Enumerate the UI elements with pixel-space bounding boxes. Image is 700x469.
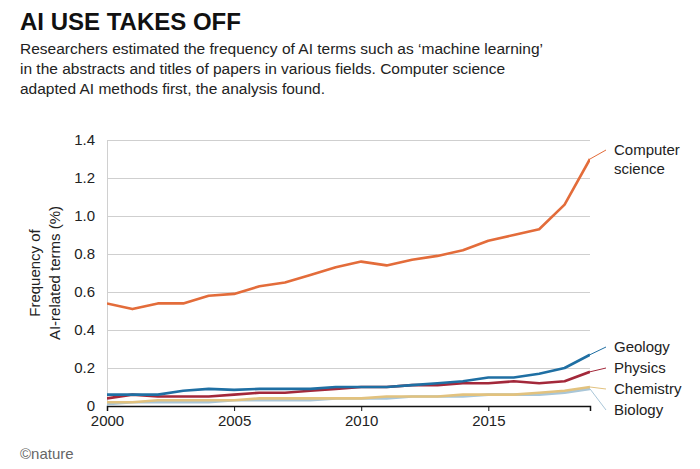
- title: AI USE TAKES OFF: [20, 8, 241, 35]
- y-tick-label: 1.0: [74, 207, 95, 224]
- series-label-line: Computer: [614, 141, 680, 158]
- y-tick-label: 0.6: [74, 283, 95, 300]
- subtitle: adapted AI methods first, the analysis f…: [20, 80, 325, 97]
- line: [107, 387, 590, 402]
- y-tick-label: 1.2: [74, 169, 95, 186]
- x-tick-label: 2015: [472, 412, 505, 429]
- x-tick: 2000: [91, 406, 124, 429]
- y-tick-label: 1.4: [74, 131, 95, 148]
- plot-area: [107, 159, 590, 404]
- y-tick-label: 0.4: [74, 321, 95, 338]
- x-tick-label: 2005: [218, 412, 251, 429]
- y-tick: 1.4: [74, 131, 590, 148]
- leader: [590, 347, 606, 355]
- y-tick: 1.2: [74, 169, 590, 186]
- grid-line: [107, 140, 590, 141]
- line: [107, 159, 590, 309]
- series-label: Physics: [614, 359, 666, 376]
- grid-line: [107, 368, 590, 369]
- leader: [590, 368, 606, 372]
- y-axis-title: AI-related terms (%): [46, 206, 63, 340]
- x-tick-mark: [361, 406, 362, 411]
- subtitle: in the abstracts and titles of papers in…: [20, 60, 505, 77]
- y-axis-line: [108, 141, 591, 407]
- series-label: Geology: [614, 338, 670, 355]
- line: [107, 355, 590, 395]
- x-tick: 2010: [345, 406, 378, 429]
- credit: ©nature: [20, 445, 74, 462]
- y-tick: 0.6: [74, 283, 590, 300]
- x-tick-mark: [488, 406, 489, 411]
- x-axis: 2000 2005 2010 2015: [91, 406, 591, 429]
- series-label: Chemistry: [614, 380, 682, 397]
- y-tick-label: 0.8: [74, 245, 95, 262]
- series-label-line: science: [614, 160, 665, 177]
- x-tick-mark: [107, 406, 108, 411]
- chart: AI USE TAKES OFF Researchers estimated th…: [0, 0, 700, 469]
- series-label: Biology: [614, 401, 664, 418]
- series-label-line: Chemistry: [614, 380, 682, 397]
- y-axis: 00.20.40.60.81.01.21.4: [74, 131, 590, 414]
- y-tick: 0.2: [74, 359, 590, 376]
- subtitle: Researchers estimated the frequency of A…: [20, 40, 543, 57]
- grid-line: [107, 254, 590, 255]
- y-axis-title: Frequency of: [26, 228, 43, 316]
- series-label-line: Physics: [614, 359, 666, 376]
- grid-line: [107, 330, 590, 331]
- x-axis-line: [108, 407, 591, 412]
- grid-line: [107, 292, 590, 293]
- grid-line: [107, 216, 590, 217]
- x-tick-mark: [234, 406, 235, 411]
- leader: [590, 150, 606, 159]
- y-tick-label: 0.2: [74, 359, 95, 376]
- leader: [590, 387, 606, 389]
- grid-line: [107, 178, 590, 179]
- leader: [590, 389, 606, 410]
- x-tick-label: 2000: [91, 412, 124, 429]
- x-tick-label: 2010: [345, 412, 378, 429]
- series-label-line: Geology: [614, 338, 670, 355]
- x-tick: 2005: [218, 406, 251, 429]
- series-label: Computer science: [614, 141, 680, 177]
- series-label-line: Biology: [614, 401, 664, 418]
- y-tick: 0.4: [74, 321, 590, 338]
- y-tick: 1.0: [74, 207, 590, 224]
- x-tick: 2015: [472, 406, 505, 429]
- y-tick: 0.8: [74, 245, 590, 262]
